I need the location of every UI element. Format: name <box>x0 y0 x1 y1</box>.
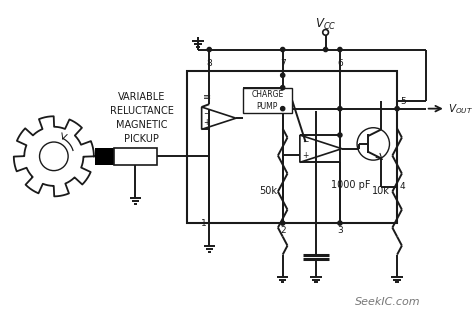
Text: 3: 3 <box>337 226 343 235</box>
Text: 1000 pF: 1000 pF <box>331 180 371 190</box>
Text: +: + <box>203 118 210 127</box>
Text: 2: 2 <box>280 226 285 235</box>
Text: ≡: ≡ <box>203 92 211 102</box>
Text: 10k: 10k <box>372 185 390 196</box>
Circle shape <box>281 221 285 225</box>
Circle shape <box>281 85 285 90</box>
Text: VARIABLE
RELUCTANCE
MAGNETIC
PICKUP: VARIABLE RELUCTANCE MAGNETIC PICKUP <box>109 92 173 144</box>
Text: $V_{CC}$: $V_{CC}$ <box>315 17 337 32</box>
Bar <box>243 88 292 113</box>
Circle shape <box>281 47 285 52</box>
Text: CHARGE
PUMP: CHARGE PUMP <box>251 91 283 111</box>
Text: 6: 6 <box>337 59 343 67</box>
Text: $V_{OUT}$: $V_{OUT}$ <box>447 102 473 115</box>
Circle shape <box>281 107 285 111</box>
Text: SeekIC.com: SeekIC.com <box>355 297 420 307</box>
Circle shape <box>281 73 285 77</box>
Circle shape <box>338 107 342 111</box>
Text: 1: 1 <box>201 218 206 228</box>
Text: 4: 4 <box>400 182 406 191</box>
Text: 5: 5 <box>400 96 406 106</box>
Text: −: − <box>302 138 309 146</box>
Text: +: + <box>302 151 309 160</box>
Text: 50k: 50k <box>259 185 277 196</box>
Text: −: − <box>203 109 210 118</box>
Bar <box>187 70 397 223</box>
Text: 7: 7 <box>280 59 285 67</box>
Circle shape <box>338 47 342 52</box>
Circle shape <box>338 133 342 137</box>
Bar <box>95 148 114 165</box>
Circle shape <box>338 221 342 225</box>
Circle shape <box>323 47 328 52</box>
Bar <box>114 148 157 165</box>
Circle shape <box>395 107 399 111</box>
Circle shape <box>207 47 211 52</box>
Text: 8: 8 <box>206 59 212 67</box>
